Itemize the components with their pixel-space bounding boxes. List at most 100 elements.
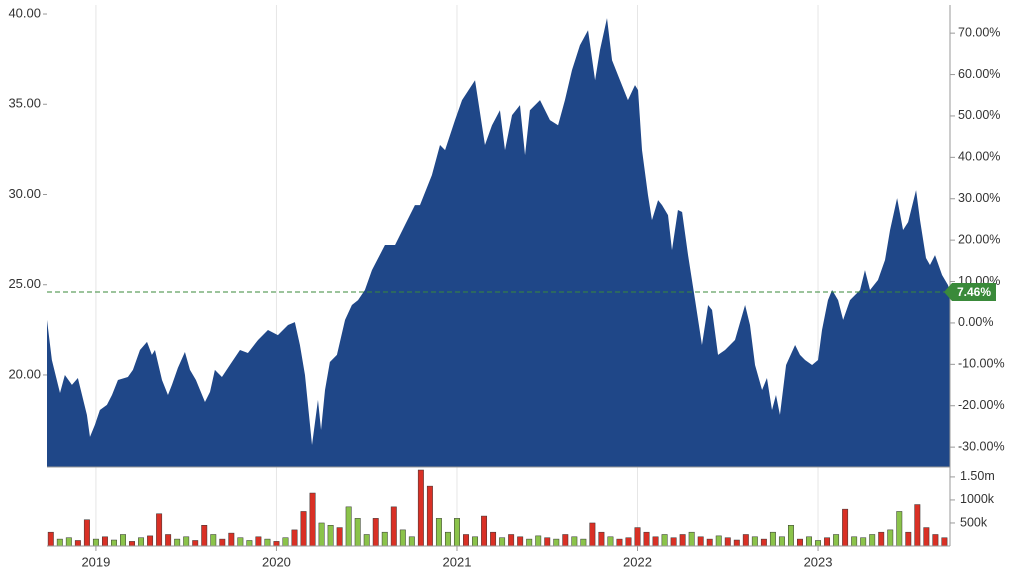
volume-bar xyxy=(237,537,244,547)
volume-bar xyxy=(490,531,497,547)
volume-bar xyxy=(589,522,596,547)
volume-bar xyxy=(715,535,722,547)
volume-bar xyxy=(499,537,506,547)
volume-bar xyxy=(120,534,126,547)
y-tick-label: 30.00 xyxy=(8,186,41,201)
y2-tick-label: 30.00% xyxy=(958,191,1000,205)
volume-bar xyxy=(896,511,903,547)
last-change-badge xyxy=(944,283,996,302)
volume-bar xyxy=(697,536,704,547)
volume-bar xyxy=(724,537,731,547)
x-tick-label: 2022 xyxy=(623,554,652,569)
volume-bar xyxy=(517,536,524,547)
volume-bar xyxy=(174,538,181,547)
volume-bar xyxy=(246,540,253,547)
y2-tick-label: -20.00% xyxy=(958,398,1005,412)
volume-bar xyxy=(426,485,433,547)
volume-bar xyxy=(562,534,569,547)
volume-bar xyxy=(670,537,677,547)
x-tick-label: 2021 xyxy=(443,554,472,569)
volume-bar xyxy=(219,538,226,547)
volume-bar xyxy=(905,531,912,547)
volume-bar xyxy=(733,539,740,547)
volume-bar xyxy=(435,518,442,547)
volume-bar xyxy=(553,538,560,547)
volume-bar xyxy=(381,531,388,547)
volume-bar xyxy=(92,538,99,547)
volume-bar xyxy=(472,536,478,547)
volume-bar xyxy=(824,537,831,547)
volume-bar xyxy=(887,529,894,547)
volume-bar xyxy=(742,534,749,547)
volume-bar xyxy=(408,536,415,547)
volume-bar xyxy=(309,492,316,547)
volume-bar xyxy=(228,532,235,547)
volume-bar xyxy=(815,540,821,547)
volume-bar xyxy=(508,534,515,547)
volume-bar xyxy=(273,541,280,547)
volume-bar xyxy=(282,537,289,547)
volume-bar xyxy=(74,540,81,547)
volume-bar xyxy=(111,539,117,547)
volume-bar xyxy=(806,536,812,547)
volume-bar xyxy=(372,518,379,547)
volume-bar xyxy=(679,534,686,547)
volume-bar xyxy=(760,538,767,547)
price-area xyxy=(47,18,950,467)
volume-bar xyxy=(345,506,352,547)
volume-bar xyxy=(56,538,63,547)
volume-bar xyxy=(652,536,659,547)
volume-bar xyxy=(318,522,325,547)
y2-tick-label: 40.00% xyxy=(958,150,1000,164)
volume-bar xyxy=(616,538,623,547)
volume-bar xyxy=(481,515,488,547)
last-change-label: 7.46% xyxy=(957,285,991,299)
volume-bar xyxy=(535,535,542,547)
volume-tick-label: 500k xyxy=(960,515,988,529)
volume-bar xyxy=(156,513,163,547)
y2-tick-label: 70.00% xyxy=(958,25,1000,39)
y2-tick-label: 0.00% xyxy=(958,315,993,329)
y-tick-label: 35.00 xyxy=(8,96,41,111)
volume-bar xyxy=(83,519,90,547)
y2-tick-label: -10.00% xyxy=(958,357,1005,371)
volume-bar xyxy=(255,536,262,547)
volume-bar xyxy=(833,534,840,547)
volume-tick-label: 1.50m xyxy=(960,469,995,483)
y2-tick-label: 20.00% xyxy=(958,232,1000,246)
volume-bar xyxy=(129,541,135,547)
volume-bar xyxy=(65,537,72,547)
volume-bar xyxy=(571,536,578,547)
volume-bar xyxy=(751,536,758,547)
y-tick-label: 40.00 xyxy=(8,5,41,20)
volume-bar xyxy=(399,529,406,547)
y2-tick-label: -30.00% xyxy=(958,439,1005,453)
volume-bar xyxy=(417,469,424,547)
y2-tick-label: 50.00% xyxy=(958,108,1000,122)
volume-bar xyxy=(300,511,307,547)
x-tick-label: 2023 xyxy=(804,554,833,569)
volume-bar xyxy=(580,538,587,547)
volume-bar xyxy=(327,525,334,547)
volume-bar xyxy=(165,534,172,547)
volume-bar xyxy=(661,534,668,547)
volume-bar xyxy=(444,531,451,547)
y-tick-label: 20.00 xyxy=(8,366,41,381)
volume-bar xyxy=(454,518,460,547)
x-tick-label: 2019 xyxy=(81,554,110,569)
volume-bar xyxy=(192,540,199,547)
volume-bar xyxy=(336,527,343,547)
volume-bar xyxy=(688,531,695,547)
volume-bar xyxy=(869,534,876,547)
volume-bar xyxy=(941,537,948,547)
volume-bar xyxy=(607,536,614,547)
volume-bar xyxy=(643,531,650,547)
y-tick-label: 25.00 xyxy=(8,276,41,291)
volume-bar xyxy=(363,534,370,547)
volume-bar xyxy=(787,525,794,547)
volume-bar xyxy=(769,531,776,547)
volume-bar xyxy=(526,538,533,547)
volume-bar xyxy=(47,531,54,547)
volume-bar xyxy=(797,538,803,547)
